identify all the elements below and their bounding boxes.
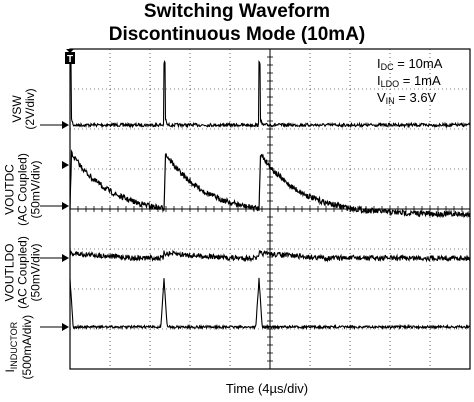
channel-marker-iinductor (62, 323, 69, 331)
channel-marker-vsw (62, 121, 69, 129)
trigger-marker (65, 52, 75, 64)
trace-voutdc (69, 149, 471, 219)
x-axis-label: Time (4µs/div) (225, 381, 309, 396)
traces (69, 59, 471, 331)
channel-markers: T (40, 49, 75, 331)
trigger-arrow (66, 49, 74, 53)
trace-voutldo (69, 249, 471, 263)
channel-marker-voutdc-ref (62, 161, 69, 169)
channel-marker-voutdc (62, 202, 69, 210)
trace-vsw (69, 59, 471, 129)
condition-idc: IDC = 10mA (377, 56, 443, 73)
condition-vin: VIN = 3.6V (377, 90, 437, 107)
trigger-marker-label: T (67, 54, 73, 65)
chart-title-line1: Switching Waveform (143, 1, 331, 22)
channel-marker-voutldo (62, 254, 69, 262)
chart-title-line2: Discontinuous Mode (10mA) (108, 24, 366, 45)
condition-ildo: ILDO = 1mA (377, 73, 441, 90)
trace-inductor-current (69, 277, 471, 331)
